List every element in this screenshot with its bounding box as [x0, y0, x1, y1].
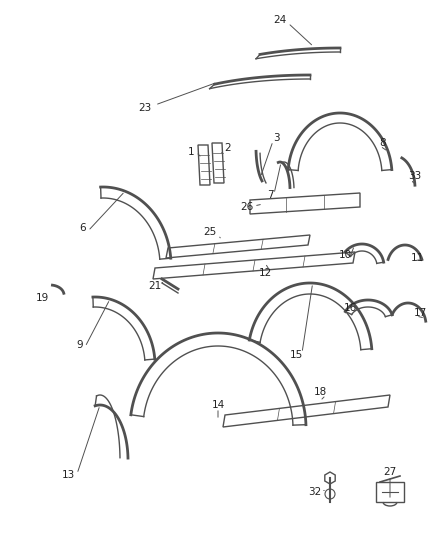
- Text: 33: 33: [408, 171, 422, 181]
- Text: 6: 6: [80, 223, 86, 233]
- Text: 14: 14: [212, 400, 225, 410]
- Text: 27: 27: [383, 467, 397, 477]
- Text: 21: 21: [148, 281, 162, 291]
- Text: 26: 26: [240, 202, 254, 212]
- Text: 12: 12: [258, 268, 272, 278]
- Text: 1: 1: [188, 147, 194, 157]
- Text: 8: 8: [380, 138, 386, 148]
- Text: 19: 19: [35, 293, 49, 303]
- Text: 13: 13: [61, 470, 74, 480]
- Text: 17: 17: [413, 308, 427, 318]
- Text: 7: 7: [267, 190, 273, 200]
- Text: 10: 10: [339, 250, 352, 260]
- Text: 3: 3: [273, 133, 279, 143]
- Text: 18: 18: [313, 387, 327, 397]
- Text: 9: 9: [77, 340, 83, 350]
- Text: 32: 32: [308, 487, 321, 497]
- Text: 23: 23: [138, 103, 152, 113]
- Text: 11: 11: [410, 253, 424, 263]
- Text: 16: 16: [343, 303, 357, 313]
- Text: 24: 24: [273, 15, 286, 25]
- Text: 15: 15: [290, 350, 303, 360]
- Text: 25: 25: [203, 227, 217, 237]
- Text: 2: 2: [225, 143, 231, 153]
